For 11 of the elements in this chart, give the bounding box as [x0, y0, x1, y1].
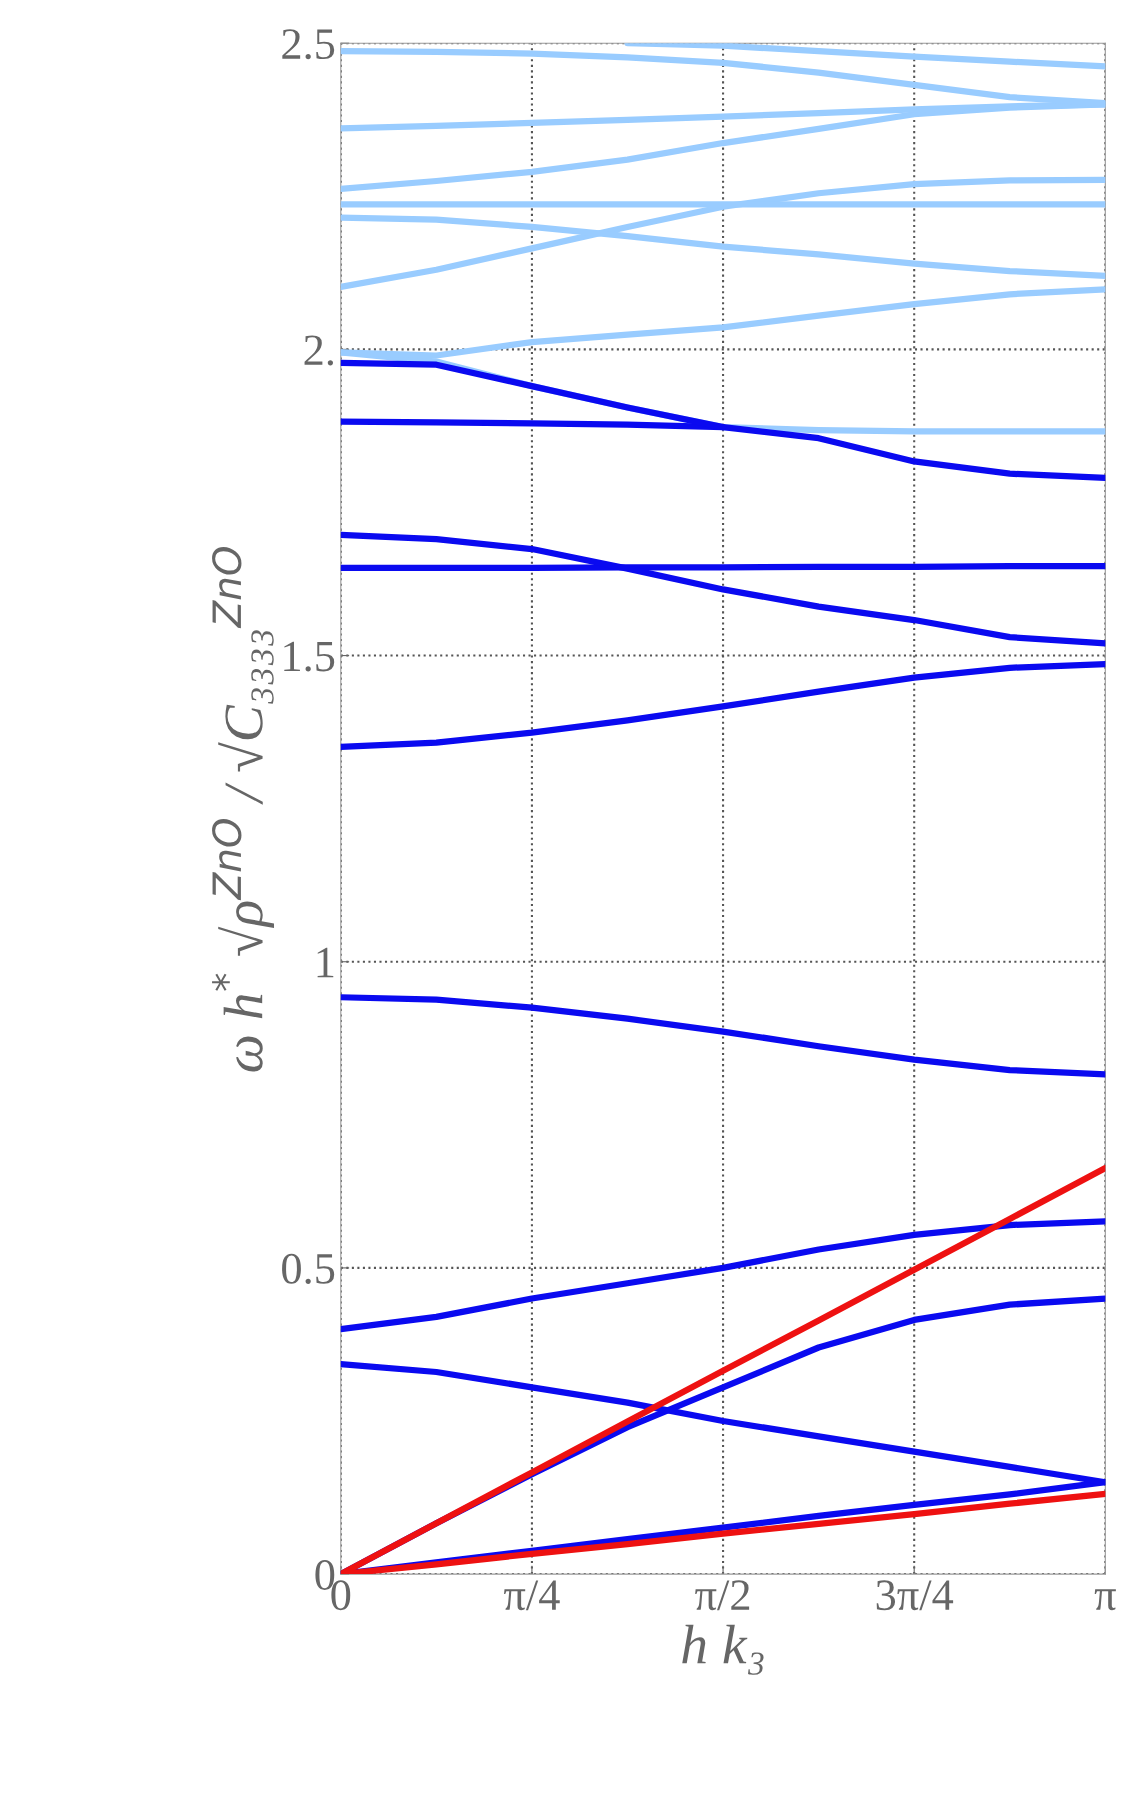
x-axis-title: h k₃	[682, 1624, 764, 1675]
y-tick-label: 1	[317, 947, 334, 978]
x-tick-label: π/2	[695, 1580, 750, 1611]
y-tick-label: 2.	[304, 335, 334, 366]
x-tick-label: π	[1094, 1589, 1116, 1611]
y-axis-title: ω h$^{*}$ √ρ$^{ZnO}$ / √C₃₃₃₃$^{ZnO}$	[212, 547, 275, 1072]
y-tick-label: 0.5	[282, 1253, 335, 1284]
y-tick-label: 2.5	[282, 29, 335, 60]
x-tick-label: 3π/4	[876, 1580, 954, 1611]
y-tick-label: 1.5	[284, 641, 335, 672]
x-tick-label: π/4	[504, 1580, 560, 1611]
